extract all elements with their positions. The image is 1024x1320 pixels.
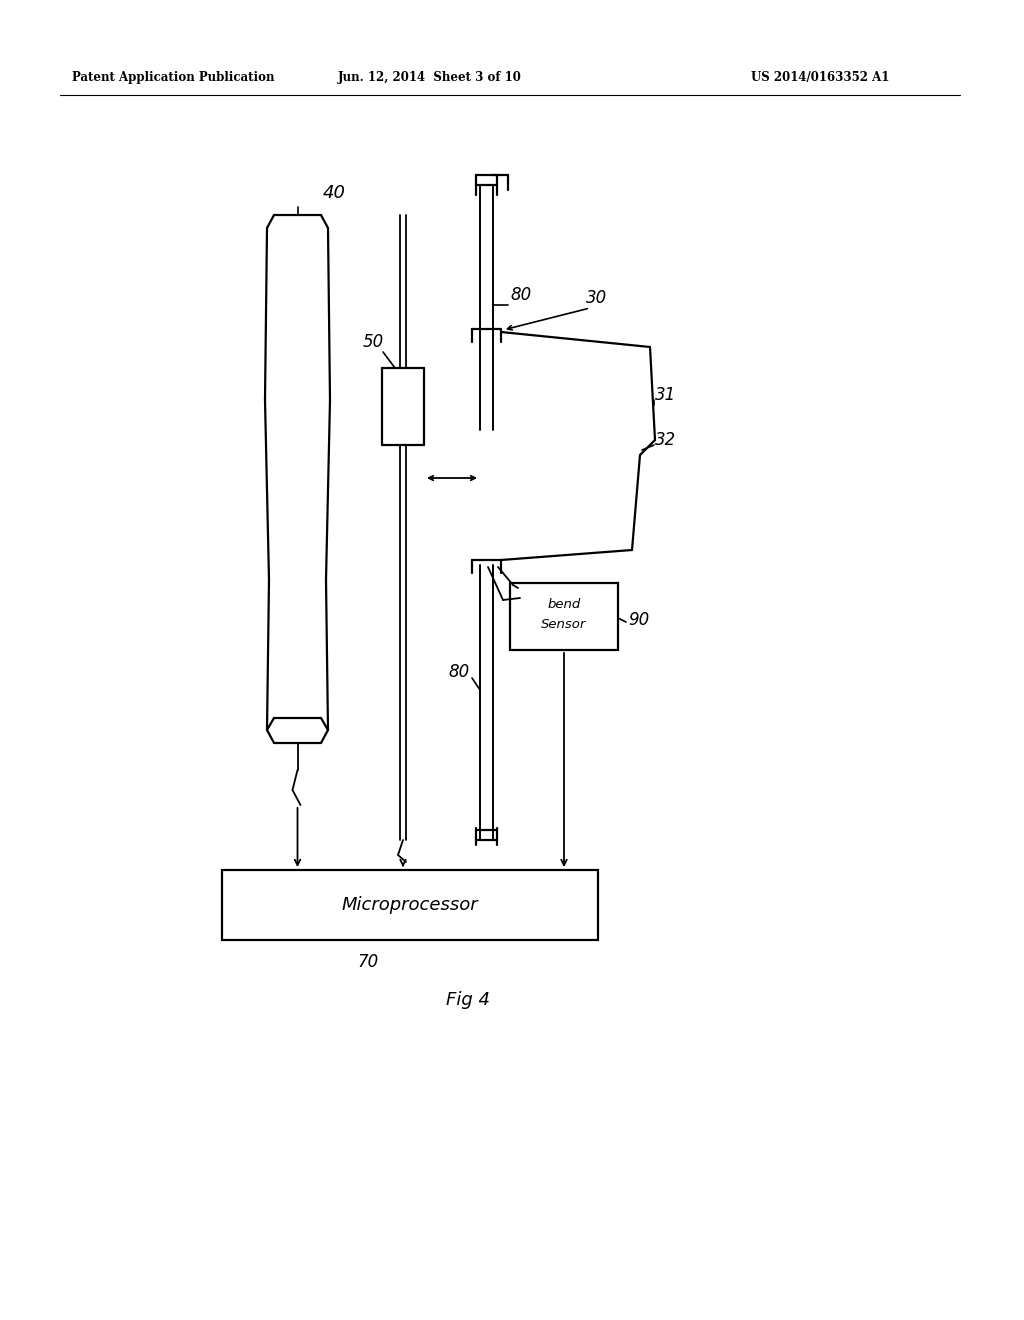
Text: 40: 40 — [323, 183, 346, 202]
Text: Jun. 12, 2014  Sheet 3 of 10: Jun. 12, 2014 Sheet 3 of 10 — [338, 71, 522, 84]
Text: 70: 70 — [357, 953, 379, 972]
Text: Fig 4: Fig 4 — [446, 991, 490, 1008]
Text: 80: 80 — [510, 286, 531, 304]
Text: Sensor: Sensor — [542, 619, 587, 631]
Text: 90: 90 — [628, 611, 649, 630]
Text: Patent Application Publication: Patent Application Publication — [72, 71, 274, 84]
Text: US 2014/0163352 A1: US 2014/0163352 A1 — [751, 71, 889, 84]
Bar — [222, 870, 598, 940]
Bar — [510, 583, 618, 649]
Text: 50: 50 — [362, 333, 384, 351]
Text: bend: bend — [548, 598, 581, 611]
Text: 31: 31 — [655, 385, 676, 404]
Text: 80: 80 — [449, 663, 469, 681]
Text: 30: 30 — [586, 289, 607, 308]
Text: 32: 32 — [655, 432, 676, 449]
Text: Microprocessor: Microprocessor — [342, 896, 478, 913]
